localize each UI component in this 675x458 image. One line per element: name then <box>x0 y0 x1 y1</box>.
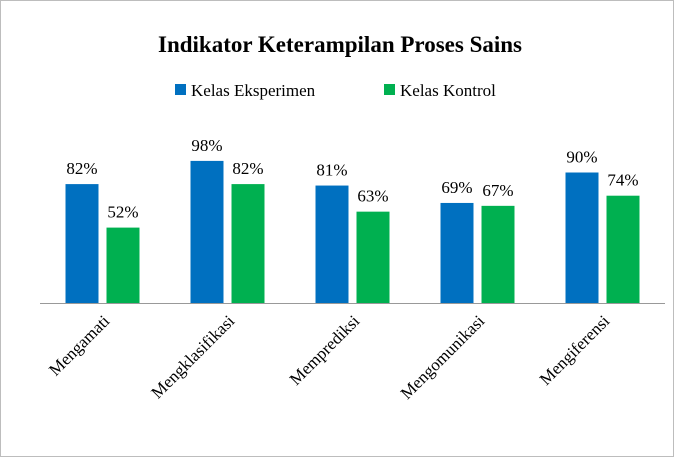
value-label: 69% <box>441 178 472 197</box>
chart-title: Indikator Keterampilan Proses Sains <box>158 32 522 57</box>
bar <box>606 195 640 303</box>
bar <box>481 205 515 303</box>
value-label: 82% <box>232 159 263 178</box>
bar <box>65 184 99 303</box>
value-label: 81% <box>316 161 347 180</box>
legend-swatch <box>175 84 186 95</box>
value-label: 63% <box>357 187 388 206</box>
value-label: 67% <box>482 181 513 200</box>
value-label: 82% <box>66 159 97 178</box>
legend-label: Kelas Eksperimen <box>191 81 316 100</box>
value-label: 74% <box>607 171 638 190</box>
value-label: 52% <box>107 203 138 222</box>
value-label: 98% <box>191 136 222 155</box>
bar <box>106 227 140 303</box>
bar <box>356 211 390 303</box>
bar <box>190 160 224 303</box>
legend-label: Kelas Kontrol <box>400 81 496 100</box>
value-label: 90% <box>566 148 597 167</box>
bar <box>315 185 349 303</box>
legend-swatch <box>384 84 395 95</box>
bar <box>440 202 474 303</box>
bar <box>231 184 265 303</box>
bar <box>565 172 599 303</box>
